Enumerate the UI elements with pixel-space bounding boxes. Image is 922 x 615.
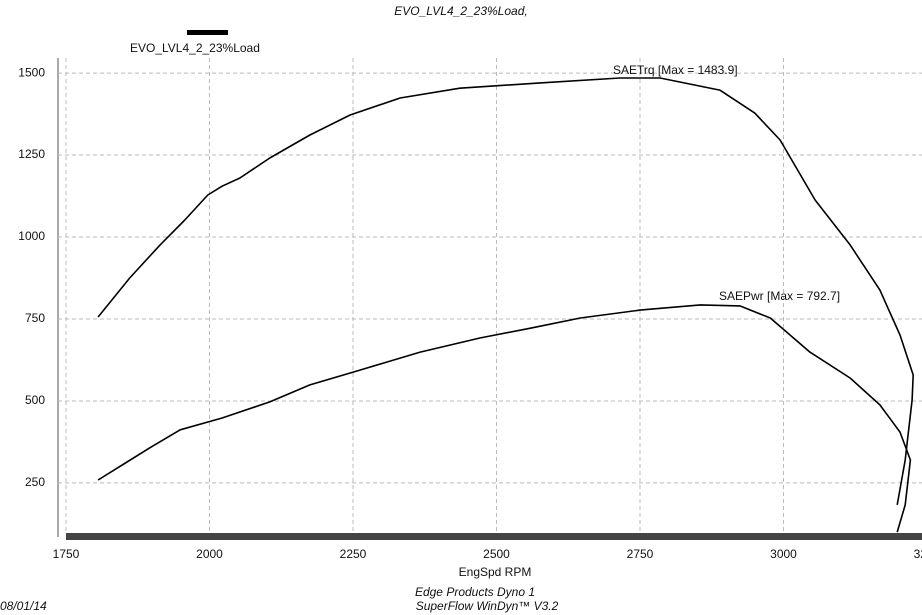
y-tick-label: 1250 (18, 147, 45, 161)
footer: Edge Products Dyno 1 (415, 585, 535, 599)
series-line (97, 304, 912, 533)
y-tick-label: 500 (25, 393, 45, 407)
date: 08/01/14 (0, 599, 47, 613)
x-tick-label: 1750 (53, 547, 80, 561)
y-tick-label: 1500 (18, 65, 45, 79)
x-tick-label: 2250 (340, 547, 367, 561)
y-tick-label: 1000 (18, 229, 45, 243)
x-tick-label: 3250 (914, 547, 922, 561)
y-tick-label: 750 (25, 311, 45, 325)
x-tick-label: 2500 (483, 547, 510, 561)
x-tick-label: 2750 (627, 547, 654, 561)
legend-swatch (187, 30, 228, 35)
footer: SuperFlow WinDyn™ V3.2 (416, 599, 559, 613)
x-tick-label: 3000 (770, 547, 797, 561)
series-line (97, 77, 914, 506)
y-tick-label: 250 (25, 475, 45, 489)
chart-title: EVO_LVL4_2_23%Load, (394, 4, 527, 18)
legend-label: EVO_LVL4_2_23%Load (130, 41, 260, 55)
x-axis-label: EngSpd RPM (459, 565, 532, 579)
annotation: SAETrq [Max = 1483.9] (613, 63, 738, 77)
x-axis-bar (66, 533, 922, 540)
annotation: SAEPwr [Max = 792.7] (719, 289, 840, 303)
x-tick-label: 2000 (196, 547, 223, 561)
